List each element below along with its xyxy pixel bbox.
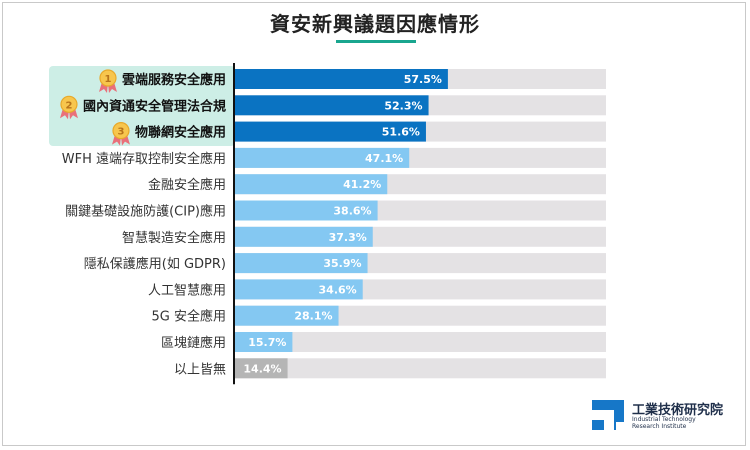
- category-label: 5G 安全應用: [152, 309, 226, 325]
- category-label: 國內資通安全管理法合規: [83, 98, 226, 114]
- bar: [234, 69, 448, 89]
- bar: [234, 200, 378, 221]
- category-label: 物聯網安全應用: [135, 125, 226, 141]
- itri-logo: 工業技術研究院 Industrial Technology Research I…: [592, 398, 742, 434]
- logo-name: 工業技術研究院: [632, 403, 724, 418]
- category-label: 金融安全應用: [148, 177, 226, 193]
- category-label: 雲端服務安全應用: [122, 72, 226, 88]
- svg-text:1: 1: [105, 74, 112, 85]
- value-label: 41.2%: [343, 178, 381, 191]
- value-label: 47.1%: [365, 152, 403, 165]
- title-underline: [336, 40, 416, 43]
- value-label: 35.9%: [323, 257, 361, 270]
- top3-highlight: [49, 66, 235, 146]
- category-label: WFH 遠端存取控制安全應用: [62, 151, 226, 167]
- value-label: 28.1%: [294, 310, 332, 323]
- medal-icon: 1: [98, 69, 117, 93]
- bar: [234, 95, 429, 116]
- category-label: 以上皆無: [174, 362, 226, 377]
- logo-english: Industrial Technology Research Institute: [632, 416, 696, 430]
- svg-text:2: 2: [66, 100, 73, 111]
- bar: [234, 332, 293, 352]
- bar: [234, 305, 339, 326]
- medal-icon: 2: [59, 95, 78, 120]
- chart-title: 資安新興議題因應情形: [270, 12, 480, 36]
- bar-track: [234, 332, 606, 352]
- bar: [234, 174, 388, 195]
- medal-icon: 3: [111, 122, 130, 146]
- value-label: 14.4%: [243, 362, 281, 375]
- category-label: 區塊鏈應用: [161, 335, 226, 351]
- bar: [234, 121, 426, 142]
- value-label: 15.7%: [248, 336, 286, 349]
- value-label: 38.6%: [333, 205, 371, 218]
- value-label: 57.5%: [404, 73, 442, 86]
- svg-text:3: 3: [118, 127, 125, 138]
- bar: [234, 147, 410, 168]
- itri-logo-icon: [592, 400, 624, 430]
- category-label: 關鍵基礎設施防護(CIP)應用: [65, 204, 226, 220]
- value-label: 37.3%: [329, 231, 367, 244]
- category-label: 智慧製造安全應用: [122, 230, 226, 246]
- category-label: 人工智慧應用: [148, 282, 226, 298]
- bar: [234, 358, 288, 379]
- bar: [234, 279, 363, 300]
- category-label: 隱私保護應用(如 GDPR): [84, 256, 226, 272]
- value-label: 51.6%: [382, 126, 420, 139]
- value-label: 34.6%: [319, 283, 357, 296]
- bar-track: [234, 358, 606, 379]
- bar: [234, 226, 373, 247]
- bar: [234, 253, 368, 274]
- value-label: 52.3%: [384, 99, 422, 112]
